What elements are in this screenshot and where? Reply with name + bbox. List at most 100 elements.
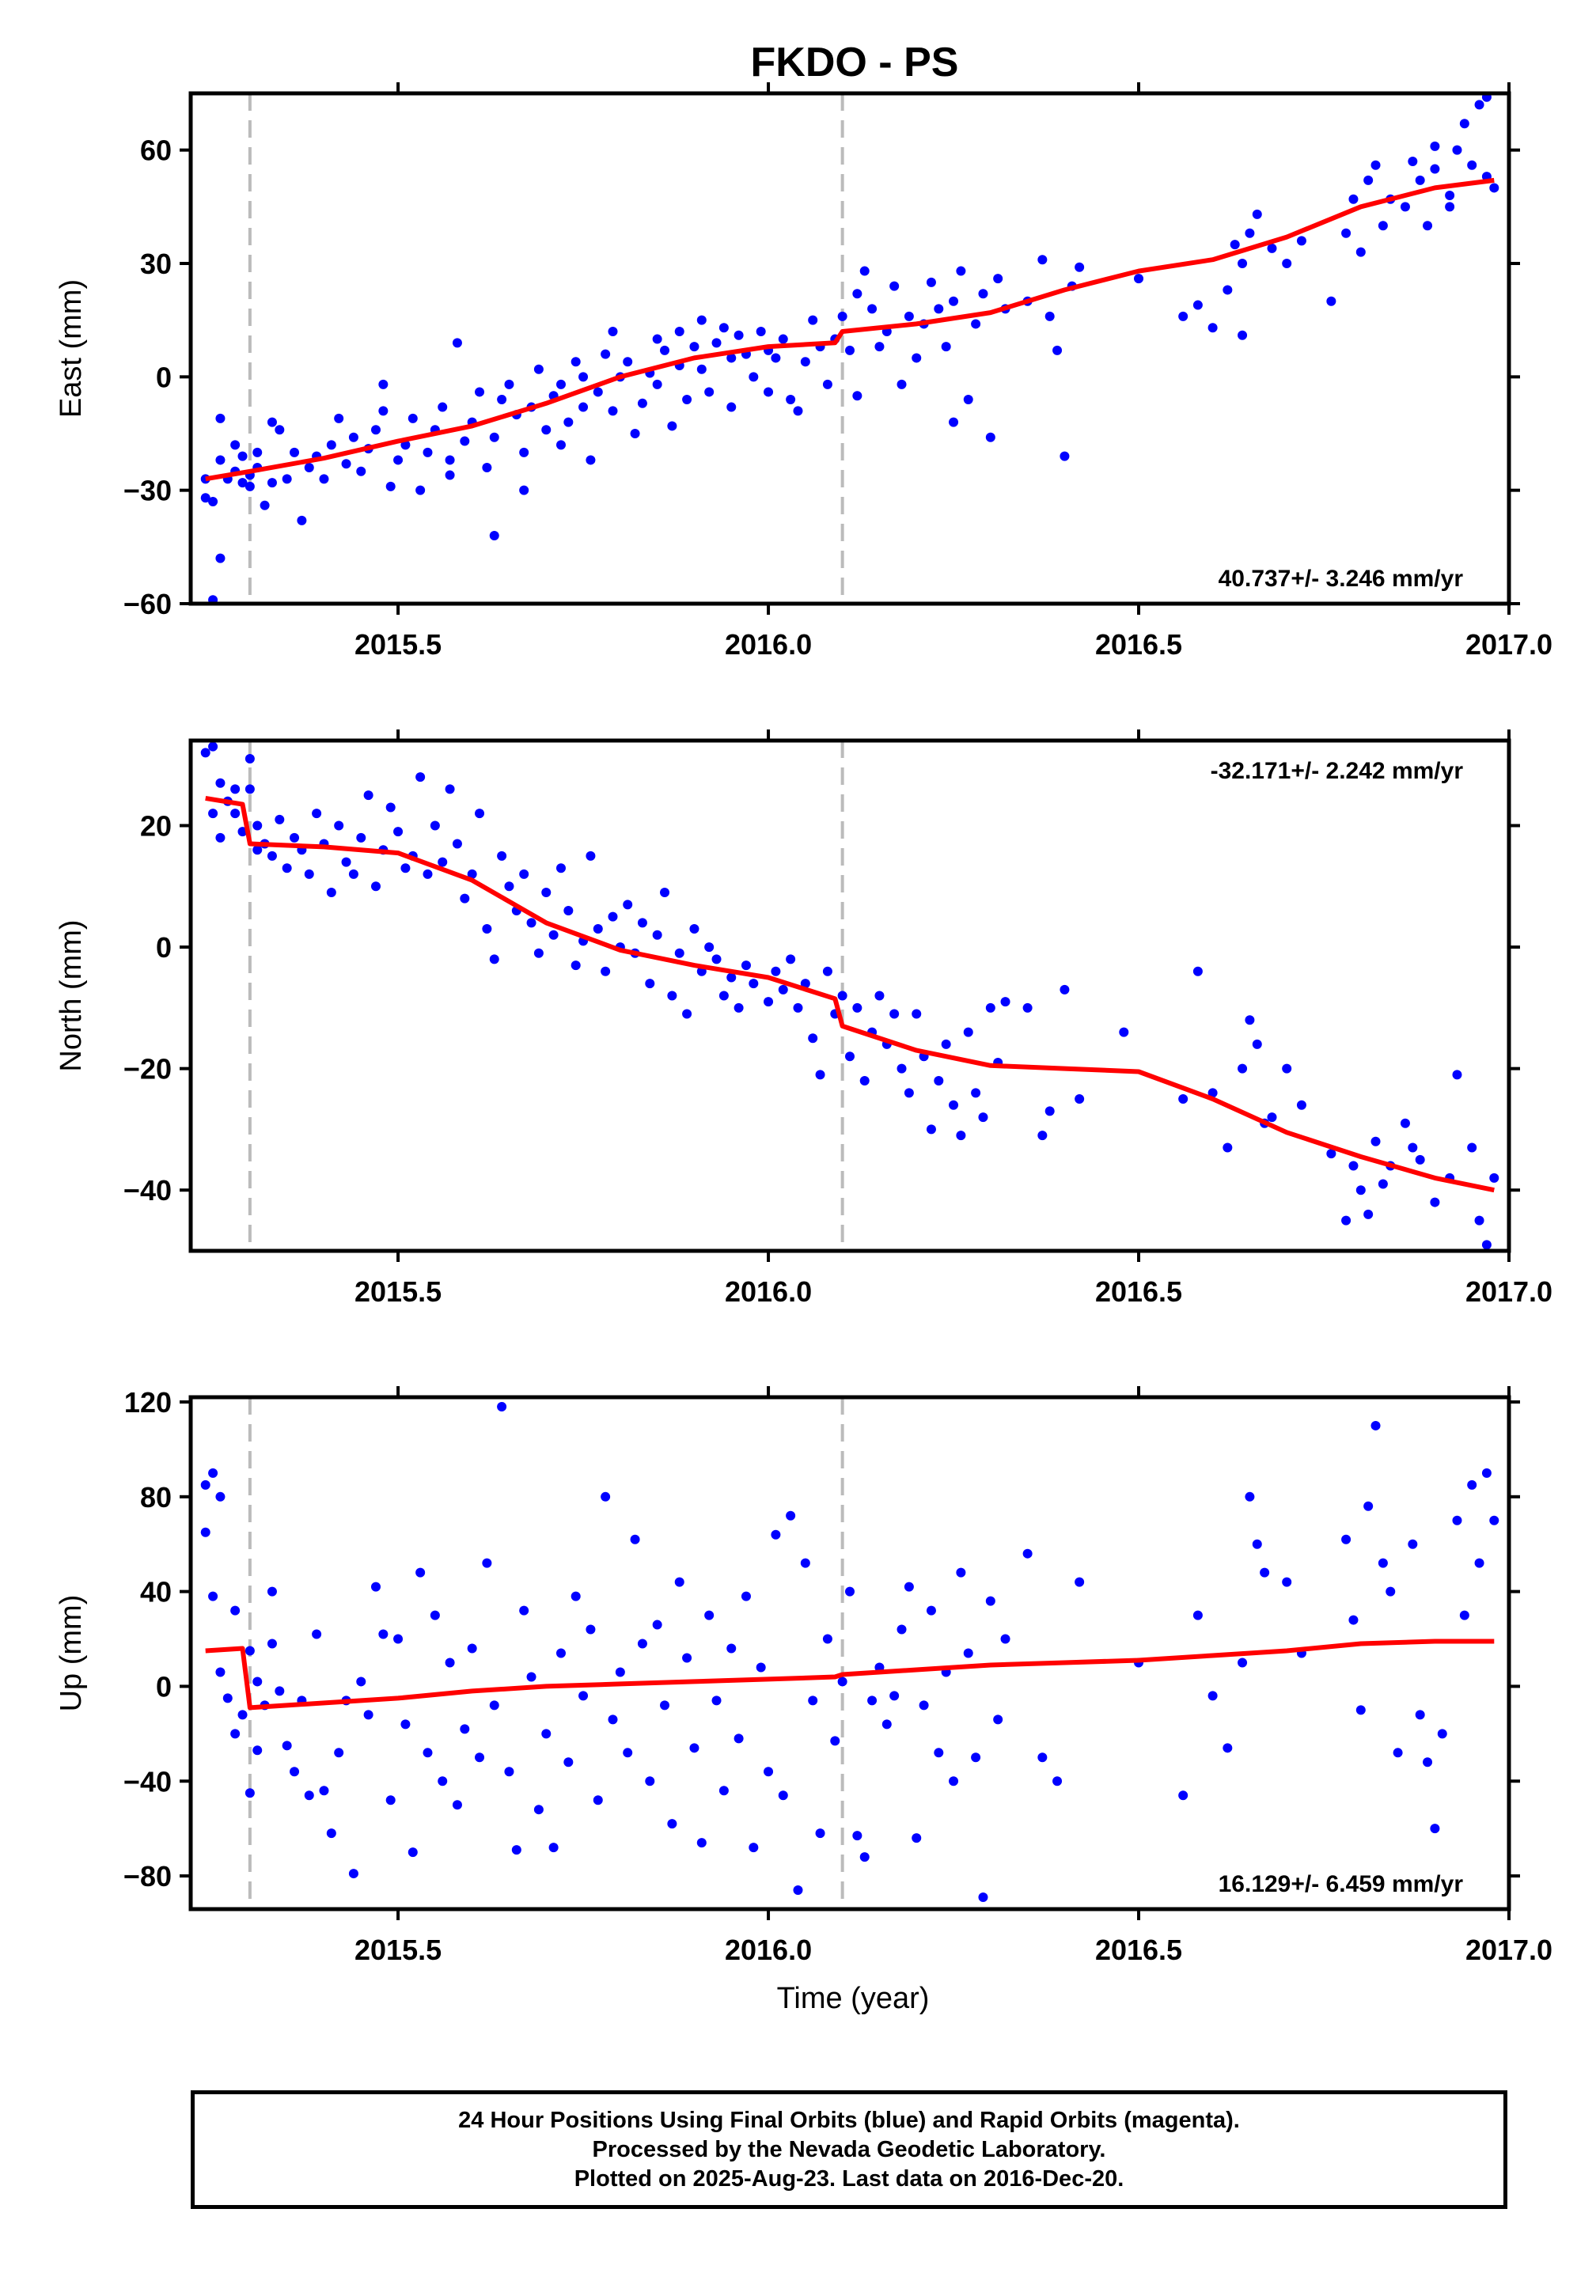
y-axis-label-north: North (mm) — [55, 919, 88, 1071]
data-point-up-5 — [215, 1667, 226, 1677]
plot-frame-up — [188, 1395, 1511, 1911]
data-point-north-131 — [1341, 1215, 1351, 1226]
data-point-east-86 — [696, 315, 707, 325]
data-point-up-135 — [1370, 1420, 1381, 1430]
data-point-up-96 — [859, 1852, 870, 1862]
data-point-north-54 — [563, 906, 574, 915]
data-point-east-44 — [445, 470, 455, 480]
data-point-east-133 — [1037, 255, 1048, 265]
chart-title: FKDO - PS — [751, 40, 959, 85]
data-point-east-152 — [1326, 296, 1336, 306]
data-point-up-32 — [385, 1795, 396, 1805]
data-point-up-133 — [1355, 1705, 1366, 1715]
data-point-east-73 — [623, 357, 633, 367]
data-point-north-87 — [815, 1070, 825, 1080]
data-point-east-102 — [800, 357, 810, 367]
data-point-up-112 — [978, 1892, 988, 1903]
data-point-east-80 — [667, 421, 677, 431]
data-point-east-52 — [497, 395, 507, 404]
data-point-east-51 — [489, 432, 499, 442]
data-point-east-129 — [985, 432, 995, 442]
data-point-east-84 — [689, 342, 699, 352]
data-point-up-29 — [363, 1710, 373, 1720]
data-point-up-141 — [1423, 1757, 1433, 1767]
data-point-north-49 — [526, 918, 536, 928]
data-point-north-113 — [1022, 1002, 1033, 1013]
data-point-north-77 — [734, 1002, 744, 1013]
data-point-east-58 — [533, 364, 544, 374]
data-point-north-36 — [430, 820, 440, 831]
data-point-up-127 — [1252, 1539, 1262, 1549]
data-point-up-67 — [645, 1776, 655, 1786]
x-tick-label-east-3: 2017.0 — [1465, 628, 1552, 661]
data-point-up-74 — [696, 1838, 707, 1848]
data-point-north-26 — [356, 832, 366, 843]
data-point-up-117 — [1037, 1752, 1048, 1763]
y-tick-label-up-0: −80 — [123, 1860, 172, 1892]
data-point-up-71 — [674, 1577, 684, 1587]
data-point-up-89 — [808, 1695, 818, 1706]
data-point-east-34 — [378, 379, 389, 389]
data-point-east-36 — [393, 455, 404, 465]
data-point-up-27 — [348, 1869, 358, 1879]
data-point-east-163 — [1423, 221, 1433, 231]
data-point-north-66 — [652, 930, 662, 940]
data-point-east-111 — [859, 266, 870, 276]
data-point-up-51 — [526, 1672, 536, 1682]
data-point-up-64 — [623, 1748, 633, 1758]
data-point-east-156 — [1363, 175, 1374, 185]
data-point-up-30 — [370, 1582, 381, 1592]
data-point-up-83 — [764, 1767, 774, 1777]
x-tick-label-east-1: 2016.0 — [725, 628, 812, 661]
data-point-north-99 — [904, 1088, 914, 1098]
data-point-up-57 — [571, 1591, 581, 1601]
data-point-up-3 — [208, 1468, 218, 1478]
data-point-up-149 — [1489, 1515, 1499, 1525]
data-point-east-109 — [852, 391, 862, 401]
data-point-up-85 — [778, 1790, 788, 1801]
data-point-up-1 — [200, 1527, 210, 1537]
data-point-north-97 — [889, 1009, 900, 1019]
data-point-east-18 — [267, 417, 277, 427]
data-point-up-121 — [1178, 1790, 1188, 1801]
data-point-east-70 — [608, 327, 618, 336]
y-tick-label-east-3: 30 — [140, 248, 172, 280]
data-point-north-59 — [601, 966, 611, 976]
data-point-east-160 — [1400, 202, 1410, 212]
model-line-east — [205, 177, 1495, 482]
data-point-up-60 — [593, 1795, 603, 1805]
data-point-north-43 — [482, 924, 492, 934]
data-point-east-83 — [682, 395, 692, 404]
data-point-east-63 — [563, 417, 574, 427]
panel-north: −40 −20 0 20 2015.5 2016.0 2016.5 2017.0 North (… — [55, 729, 1552, 1308]
data-point-up-95 — [852, 1831, 862, 1841]
data-point-east-64 — [571, 357, 581, 367]
data-point-up-9 — [237, 1710, 248, 1720]
data-point-east-108 — [845, 345, 855, 355]
data-point-up-43 — [467, 1643, 477, 1654]
data-point-east-115 — [889, 281, 900, 291]
data-point-east-49 — [482, 463, 492, 472]
data-point-up-76 — [711, 1695, 722, 1706]
y-axis-label-east: East (mm) — [55, 279, 88, 418]
data-point-east-22 — [297, 515, 307, 525]
data-point-north-2 — [208, 809, 218, 819]
data-point-up-50 — [519, 1605, 529, 1616]
data-point-east-89 — [718, 323, 729, 333]
data-point-up-118 — [1052, 1776, 1063, 1786]
data-point-east-107 — [837, 311, 847, 321]
data-point-east-125 — [956, 266, 966, 276]
data-point-east-162 — [1415, 175, 1425, 185]
data-point-up-146 — [1467, 1480, 1477, 1490]
data-point-east-151 — [1296, 236, 1306, 246]
rate-label-north: -32.171+/- 2.242 mm/yr — [1211, 758, 1464, 784]
data-point-east-29 — [348, 432, 358, 442]
data-point-east-59 — [541, 425, 552, 435]
data-point-east-154 — [1348, 194, 1359, 204]
data-point-north-41 — [467, 869, 477, 879]
data-point-up-136 — [1378, 1558, 1388, 1568]
data-point-up-93 — [837, 1677, 847, 1687]
data-point-east-90 — [726, 353, 737, 363]
data-point-up-97 — [867, 1695, 878, 1706]
data-point-east-138 — [1075, 262, 1085, 272]
